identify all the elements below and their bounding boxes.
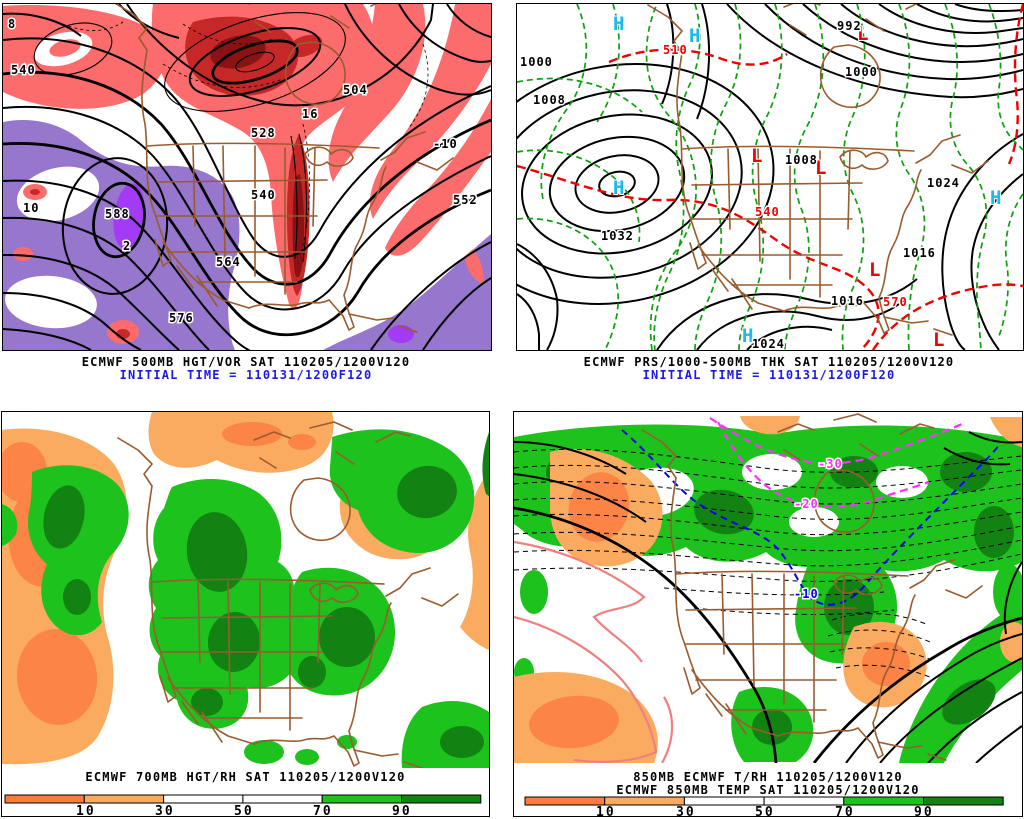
colorbar-segment	[683, 796, 765, 806]
rh-colorbar-700mb: 10 30 50 70 90	[4, 794, 482, 817]
colorbar-segment	[163, 794, 244, 804]
low-marker: L	[933, 329, 945, 351]
isotherm-label: -20	[794, 497, 819, 511]
colorbar-tick: 30	[676, 805, 696, 818]
contour-label: 16	[302, 107, 318, 121]
isotherm-label: -30	[818, 457, 843, 471]
low-marker: L	[815, 157, 827, 179]
contour-label: 552	[453, 193, 478, 207]
isobar-label: 1032	[601, 229, 634, 243]
high-marker: H	[990, 187, 1002, 209]
caption-850mb-trh: 850MB ECMWF T/RH 110205/1200V120	[633, 770, 903, 784]
caption-prs-thk: ECMWF PRS/1000-500MB THK SAT 110205/1200…	[583, 355, 955, 369]
high-marker: H	[613, 177, 625, 199]
colorbar-tick: 90	[392, 804, 412, 817]
isobar-label: 1024	[927, 176, 960, 190]
high-marker: H	[613, 13, 625, 35]
isobar-label: 1016	[831, 294, 864, 308]
colorbar-tick: 10	[596, 805, 616, 818]
colorbar-segment	[4, 794, 85, 804]
colorbar-segment	[321, 794, 403, 804]
isotherm-label: -10	[794, 587, 819, 601]
contour-label: 564	[216, 255, 241, 269]
colorbar-segment	[923, 796, 1004, 806]
isobar-label: 1008	[785, 153, 818, 167]
initial-time-500mb: INITIAL TIME = 110131/1200F120	[119, 368, 373, 382]
contour-label: -10	[433, 137, 458, 151]
isobar-label: 992	[837, 19, 862, 33]
map-850mb-temp-rh: -30 -20 -10	[514, 412, 1022, 763]
caption-500mb: ECMWF 500MB HGT/VOR SAT 110205/1200V120	[81, 355, 411, 369]
colorbar-tick: 10	[76, 804, 96, 817]
high-marker: H	[742, 325, 754, 347]
thickness-label: 510	[663, 43, 688, 57]
colorbar-tick: 50	[755, 805, 775, 818]
colorbar-segment	[524, 796, 606, 806]
low-marker: L	[869, 259, 881, 281]
colorbar-segment	[763, 796, 845, 806]
contour-label: 2	[123, 239, 131, 253]
initial-time-prs-thk: INITIAL TIME = 110131/1200F120	[642, 368, 896, 382]
colorbar-tick: 50	[234, 804, 254, 817]
contour-label: 576	[169, 311, 194, 325]
colorbar-tick: 30	[155, 804, 175, 817]
contour-label: 10	[23, 201, 39, 215]
contour-label: 528	[251, 126, 276, 140]
rh-colorbar-850mb: 10 30 50 70 90	[524, 796, 1004, 818]
colorbar-segment	[401, 794, 482, 804]
map-mslp-thickness: H H H H H L L L L L 1000 1008 1032 992 1…	[516, 3, 1024, 351]
map-500mb-height-vorticity: 8 540 10 588 2 564 576 504 16 528 -10 54…	[2, 3, 492, 351]
thickness-label: 570	[883, 295, 908, 309]
thickness-label: 540	[755, 205, 780, 219]
contour-label: 588	[105, 207, 130, 221]
isobar-label: 1000	[520, 55, 553, 69]
high-marker: H	[689, 25, 701, 47]
colorbar-segment	[242, 794, 323, 804]
colorbar-tick: 90	[914, 805, 934, 818]
low-marker: L	[857, 23, 869, 45]
caption-700mb: ECMWF 700MB HGT/RH SAT 110205/1200V120	[85, 770, 406, 784]
colorbar-segment	[83, 794, 165, 804]
colorbar-tick: 70	[835, 805, 855, 818]
map-700mb-rh	[2, 412, 489, 768]
isobar-label: 1024	[752, 337, 785, 351]
colorbar-segment	[843, 796, 924, 806]
caption-850mb-temp: ECMWF 850MB TEMP SAT 110205/1200V120	[616, 783, 920, 797]
colorbar-segment	[604, 796, 685, 806]
isobar-label: 1000	[845, 65, 878, 79]
low-marker: L	[751, 145, 763, 167]
contour-label: 540	[251, 188, 276, 202]
isobar-label: 1016	[903, 246, 936, 260]
contour-label: 540	[11, 63, 36, 77]
isobar-label: 1008	[533, 93, 566, 107]
colorbar-tick: 70	[313, 804, 333, 817]
contour-label: 8	[8, 17, 16, 31]
contour-label: 504	[343, 83, 368, 97]
